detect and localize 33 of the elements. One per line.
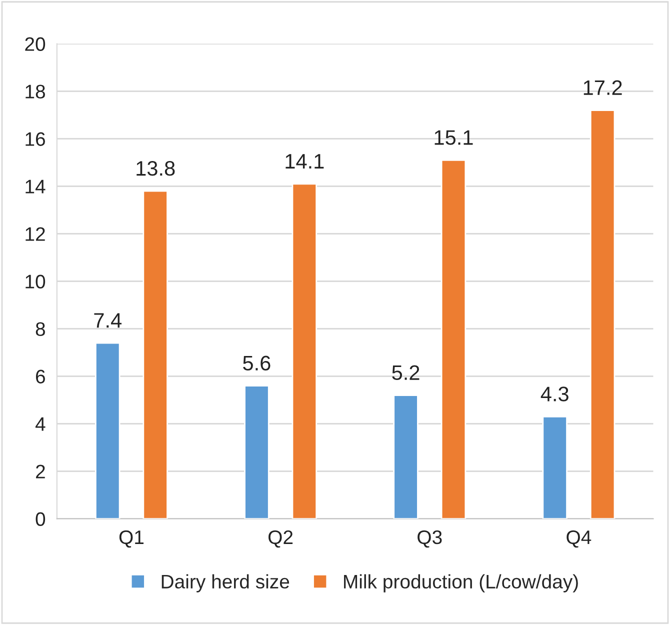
- x-tick-label: Q2: [268, 530, 293, 548]
- data-label: 14.1: [286, 154, 324, 168]
- data-label: 4.3: [540, 386, 568, 402]
- bar: [244, 385, 270, 519]
- y-tick-label: 6: [36, 370, 45, 384]
- data-label: 7.4: [94, 313, 122, 328]
- x-tick-label: Q1: [119, 530, 144, 548]
- y-tick-label: 10: [26, 274, 46, 288]
- bar: [292, 183, 318, 519]
- y-tick-label: 16: [26, 132, 45, 146]
- bar: [393, 394, 418, 519]
- y-tick-label: 4: [35, 417, 46, 431]
- y-tick-label: 8: [36, 322, 45, 336]
- data-label: 5.6: [243, 356, 270, 371]
- data-label: 13.8: [136, 161, 175, 176]
- data-label: 15.1: [434, 130, 473, 145]
- y-tick-label: 14: [26, 180, 46, 194]
- x-tick-label: Q3: [418, 530, 442, 548]
- bar: [590, 110, 616, 519]
- legend-label: Dairy herd size: [162, 574, 290, 592]
- y-tick-label: 12: [26, 227, 45, 241]
- bar: [95, 342, 120, 519]
- x-tick-label: Q4: [566, 530, 592, 548]
- data-label: 17.2: [584, 80, 622, 95]
- data-label: 5.2: [392, 365, 420, 380]
- bar: [440, 159, 466, 519]
- bar: [142, 190, 168, 519]
- legend-label: Milk production (L/cow/day): [344, 574, 578, 592]
- y-tick-label: 20: [25, 37, 46, 51]
- bar: [542, 416, 568, 519]
- y-tick-label: 2: [36, 464, 45, 478]
- y-tick-label: 18: [26, 84, 45, 98]
- y-tick-label: 0: [36, 512, 46, 526]
